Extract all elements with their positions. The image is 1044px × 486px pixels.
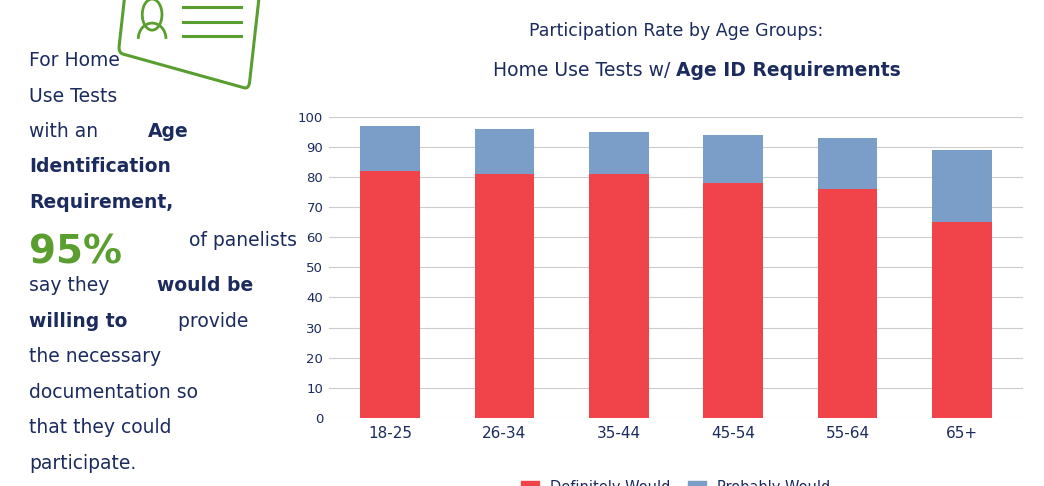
Bar (704, 183, 763, 418)
Bar (932, 150, 992, 222)
Text: Identification: Identification (29, 157, 171, 176)
Text: Participation Rate by Age Groups:: Participation Rate by Age Groups: (529, 22, 823, 40)
Text: provide: provide (172, 312, 248, 331)
Text: Home Use Tests w/: Home Use Tests w/ (493, 61, 677, 80)
Bar (589, 132, 648, 174)
Text: would be: would be (157, 277, 253, 295)
Text: participate.: participate. (29, 454, 136, 473)
Text: Age ID Requirements: Age ID Requirements (677, 61, 901, 80)
Bar (360, 126, 420, 171)
FancyBboxPatch shape (119, 0, 259, 88)
Text: that they could: that they could (29, 418, 171, 437)
Bar (360, 171, 420, 418)
Bar (817, 138, 877, 189)
Text: 95%: 95% (29, 234, 122, 272)
Bar (589, 174, 648, 418)
Bar (475, 129, 535, 174)
Text: of panelists: of panelists (183, 231, 296, 250)
Text: Age: Age (147, 122, 188, 141)
Circle shape (142, 0, 162, 30)
Bar (932, 222, 992, 418)
Text: willing to: willing to (29, 312, 127, 331)
Text: Requirement,: Requirement, (29, 193, 173, 212)
Bar (475, 174, 535, 418)
Text: documentation so: documentation so (29, 383, 198, 402)
Text: Use Tests: Use Tests (29, 87, 117, 105)
Bar (817, 189, 877, 418)
Text: with an: with an (29, 122, 104, 141)
Legend: Definitely Would, Probably Would: Definitely Would, Probably Would (521, 480, 831, 486)
Bar (704, 135, 763, 183)
Text: say they: say they (29, 277, 115, 295)
Text: For Home: For Home (29, 51, 120, 70)
Text: the necessary: the necessary (29, 347, 161, 366)
